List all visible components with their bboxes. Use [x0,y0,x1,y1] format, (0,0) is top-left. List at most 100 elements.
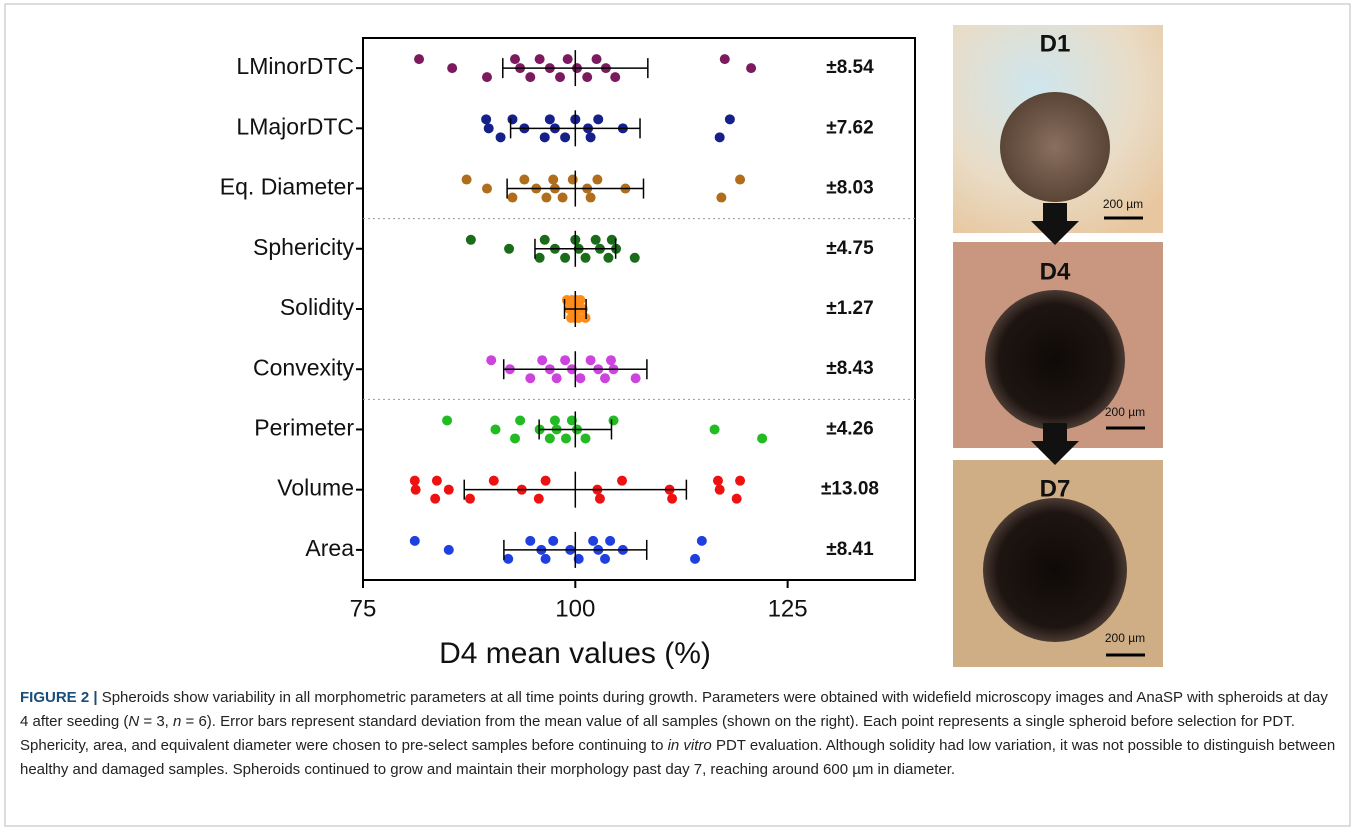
dot [519,175,529,185]
dot [545,433,555,443]
dot [447,63,457,73]
dot [600,554,610,564]
dot [444,545,454,555]
spheroid [1000,92,1110,202]
x-tick-label: 75 [350,595,377,622]
dot [541,554,551,564]
dot [411,485,421,495]
dot [537,355,547,365]
caption-text: = 3, [139,713,173,730]
y-tick-label: Solidity [280,294,355,320]
dot [525,72,535,82]
dot [586,193,596,203]
dot [560,253,570,263]
y-tick-label: LMinorDTC [236,53,354,79]
scale-label: 200 µm [1103,197,1143,211]
dot [588,536,598,546]
dot [555,72,565,82]
dot [631,373,641,383]
y-tick-label: LMajorDTC [236,113,354,139]
dot [510,433,520,443]
dot [690,554,700,564]
error-label: ±8.03 [826,178,873,199]
dot [713,476,723,486]
dot [600,373,610,383]
scale-label: 200 µm [1105,405,1145,419]
dot [580,253,590,263]
x-tick-label: 125 [768,595,808,622]
dot [548,175,558,185]
dot [561,433,571,443]
error-label: ±4.26 [826,418,873,439]
dot [410,476,420,486]
dot [482,184,492,194]
dot [592,175,602,185]
dot [735,476,745,486]
dot [541,193,551,203]
dot [667,494,677,504]
y-tick-label: Convexity [253,354,354,380]
dot [725,114,735,124]
dot [595,494,605,504]
dot [609,415,619,425]
dot [482,72,492,82]
dot [568,175,578,185]
dot [535,54,545,64]
spheroid [983,498,1127,642]
dot [465,494,475,504]
dot [489,476,499,486]
dot [715,485,725,495]
error-label: ±13.08 [821,479,879,500]
dot [720,54,730,64]
caption: FIGURE 2 | Spheroids show variability in… [20,686,1340,782]
scale-label: 200 µm [1105,631,1145,645]
dot [606,355,616,365]
panel-label: D1 [1040,30,1071,57]
dot [548,536,558,546]
figure: D4 mean values (%) D1 D4 D7 200 µm 200 µ… [0,0,1355,831]
dot [503,554,513,564]
dot [592,54,602,64]
error-label: ±7.62 [826,117,873,138]
dot [496,132,506,142]
caption-label: FIGURE 2 | [20,689,98,706]
dot [481,114,491,124]
dot [444,485,454,495]
dot [580,433,590,443]
y-tick-label: Eq. Diameter [220,174,355,200]
dot [560,355,570,365]
dot [507,193,517,203]
dot [504,244,514,254]
error-label: ±4.75 [826,238,874,259]
dot [540,132,550,142]
y-tick-label: Sphericity [253,234,354,260]
dot [605,536,615,546]
dot [710,424,720,434]
error-label: ±8.54 [826,57,874,78]
dot [563,54,573,64]
error-label: ±8.41 [826,539,874,560]
dot [410,536,420,546]
error-label: ±8.43 [826,358,873,379]
dot [715,132,725,142]
dot [525,373,535,383]
dot [466,235,476,245]
dot [552,373,562,383]
y-tick-label: Area [305,535,354,561]
dot [525,536,535,546]
dot [582,72,592,82]
dot [484,123,494,133]
dot [757,433,767,443]
dot [586,132,596,142]
dot [430,494,440,504]
dot [462,175,472,185]
dot [490,424,500,434]
dot [746,63,756,73]
dot [535,253,545,263]
panel-label: D7 [1040,475,1071,502]
dot [515,415,525,425]
dot [541,476,551,486]
dot [486,355,496,365]
y-tick-label: Perimeter [254,415,354,441]
dot [432,476,442,486]
